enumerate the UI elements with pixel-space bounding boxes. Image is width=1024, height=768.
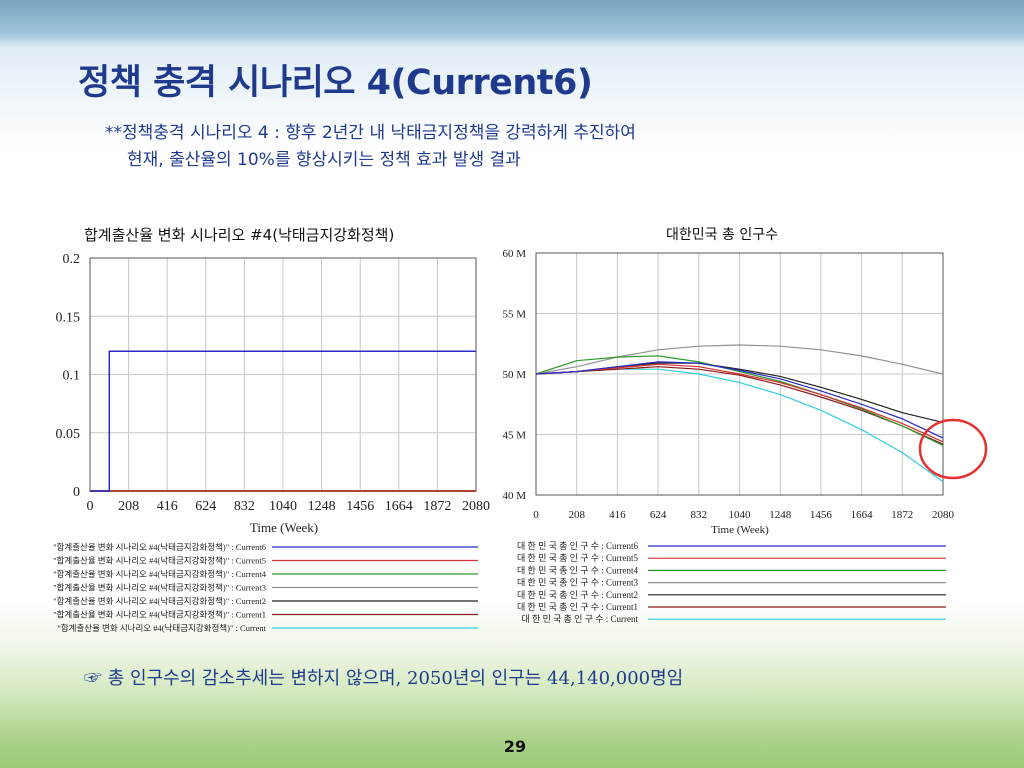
c2-x-tick-label: 1456: [810, 509, 833, 521]
c2-x-tick-label: 1872: [891, 509, 913, 521]
fertility-chart-xlabel: Time (Week): [250, 520, 318, 535]
subtitle-line-1: **정책충격 시나리오 4 : 향후 2년간 내 낙태금지정책을 강력하게 추진…: [105, 123, 636, 143]
c2-series-line: [535, 344, 944, 375]
fertility-chart-title: 합계출산율 변화 시나리오 #4(낙태금지강화정책): [84, 226, 394, 244]
c1-x-tick-label: 1456: [346, 499, 374, 514]
c1-legend-label: "합계출산율 변화 시나리오 #4(낙태금지강화정책)" : Current4: [53, 569, 267, 579]
c1-y-tick-label: 0.05: [56, 427, 81, 442]
c1-y-tick-label: 0.1: [63, 369, 81, 384]
c2-y-tick-label: 50 M: [502, 369, 526, 381]
population-chart-legend: 대 한 민 국 총 인 구 수 : Current6 대 한 민 국 총 인 구 …: [517, 541, 946, 624]
subtitle-line-2: 현재, 출산율의 10%를 향상시키는 정책 효과 발생 결과: [127, 150, 521, 170]
c2-legend-label: 대 한 민 국 총 인 구 수 : Current5: [517, 553, 638, 563]
highlight-circle: [918, 418, 988, 480]
c2-x-tick-label: 2080: [932, 509, 955, 521]
c2-y-tick-label: 60 M: [502, 248, 526, 260]
c2-series-line: [535, 361, 944, 439]
c1-legend-label: "합계출산율 변화 시나리오 #4(낙태금지강화정책)" : Current6: [53, 542, 266, 552]
population-chart-title: 대한민국 총 인구수: [666, 227, 778, 243]
c1-y-tick-label: 0.2: [63, 252, 81, 267]
population-chart-series: [535, 344, 944, 483]
c2-y-tick-label: 40 M: [502, 490, 526, 502]
c1-series-line: [90, 350, 476, 492]
c2-legend-label: 대 한 민 국 총 인 구 수 : Current: [522, 614, 639, 624]
c1-x-tick-label: 0: [87, 499, 94, 514]
c2-x-tick-label: 832: [691, 509, 708, 521]
population-chart-xlabel: Time (Week): [711, 524, 769, 536]
c2-legend-label: 대 한 민 국 총 인 구 수 : Current1: [517, 602, 638, 612]
slide-subtitle: **정책충격 시나리오 4 : 향후 2년간 내 낙태금지정책을 강력하게 추진…: [105, 120, 905, 174]
c1-legend-label: "합계출산율 변화 시나리오 #4(낙태금지강화정책)" : Current2: [53, 596, 266, 606]
c2-x-tick-label: 1664: [851, 509, 874, 521]
c2-legend-label: 대 한 민 국 총 인 구 수 : Current6: [517, 541, 638, 551]
fertility-chart-axes: 0 208 416 624 832 1040 1248 1456 1664 1872 2080 0 0.…: [56, 252, 491, 514]
c1-x-tick-label: 416: [157, 499, 178, 514]
c1-y-tick-label: 0: [73, 485, 80, 500]
population-chart: 대한민국 총 인구수 0 208 416 624 832 1040 1248 1456 1664…: [502, 227, 988, 624]
c1-x-tick-label: 624: [195, 499, 216, 514]
c2-y-tick-label: 55 M: [502, 309, 526, 321]
c2-x-tick-label: 1248: [769, 509, 792, 521]
header-sky-band: [0, 0, 1024, 48]
c2-series-line: [535, 355, 944, 446]
c2-x-tick-label: 624: [650, 509, 667, 521]
c2-y-tick-label: 45 M: [502, 430, 526, 442]
c2-series-line: [535, 366, 944, 445]
c1-x-tick-label: 208: [118, 499, 139, 514]
c2-legend-label: 대 한 민 국 총 인 구 수 : Current4: [517, 565, 638, 575]
c1-legend-label: "합계출산율 변화 시나리오 #4(낙태금지강화정책)" : Current3: [53, 583, 266, 593]
slide-title: 정책 충격 시나리오 4(Current6): [78, 63, 593, 103]
page-number: 29: [503, 737, 527, 756]
c1-x-tick-label: 1664: [385, 499, 413, 514]
c1-legend-label: "합계출산율 변화 시나리오 #4(낙태금지강화정책)" : Current: [57, 623, 266, 633]
fertility-chart-grid: [90, 258, 476, 491]
c2-x-tick-label: 1040: [729, 509, 752, 521]
c1-x-tick-label: 2080: [462, 499, 490, 514]
c1-legend-label: "합계출산율 변화 시나리오 #4(낙태금지강화정책)" : Current5: [53, 556, 266, 566]
fertility-chart-legend: "합계출산율 변화 시나리오 #4(낙태금지강화정책)" : Current6 "…: [53, 542, 478, 633]
c1-x-tick-label: 1248: [308, 499, 336, 514]
c2-legend-label: 대 한 민 국 총 인 구 수 : Current3: [517, 578, 638, 588]
fertility-chart-series: [90, 350, 476, 492]
fertility-chart: 합계출산율 변화 시나리오 #4(낙태금지강화정책) 0 208 416 624 832…: [53, 226, 490, 633]
c2-series-line: [535, 363, 944, 443]
c2-x-tick-label: 208: [568, 509, 585, 521]
c1-x-tick-label: 1872: [423, 499, 451, 514]
c1-y-tick-label: 0.15: [56, 310, 81, 325]
c1-x-tick-label: 832: [234, 499, 255, 514]
conclusion-note: ☞ 총 인구수의 감소추세는 변하지 않으며, 2050년의 인구는 44,14…: [84, 668, 684, 689]
c1-legend-label: "합계출산율 변화 시나리오 #4(낙태금지강화정책)" : Current1: [53, 610, 266, 620]
c1-x-tick-label: 1040: [269, 499, 297, 514]
c2-x-tick-label: 0: [533, 509, 539, 521]
c2-x-tick-label: 416: [609, 509, 626, 521]
c2-legend-label: 대 한 민 국 총 인 구 수 : Current2: [517, 590, 638, 600]
